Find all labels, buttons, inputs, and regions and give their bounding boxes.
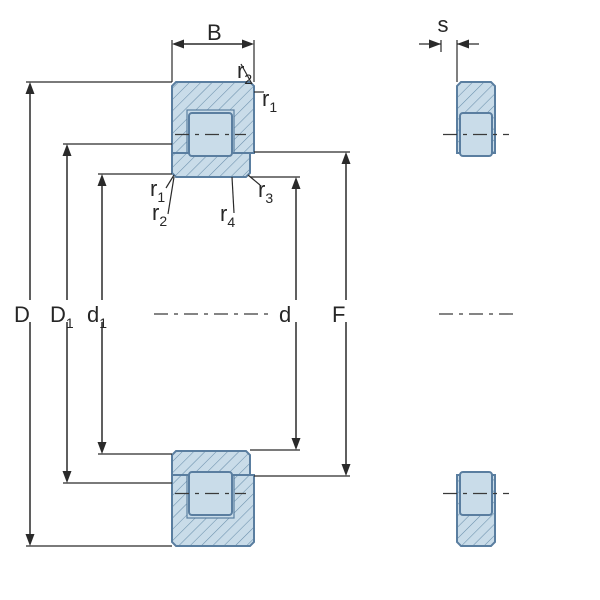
bearing-diagram [0,0,600,600]
